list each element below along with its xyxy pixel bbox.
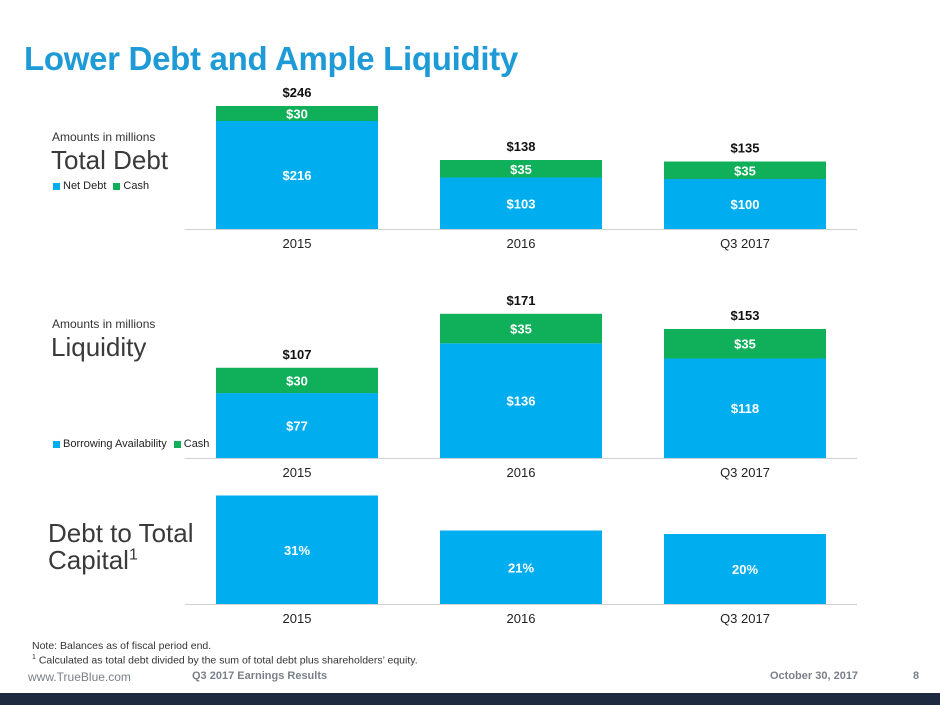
legend-label-net-debt: Net Debt — [63, 180, 107, 192]
tick-label-chart2-1: 2016 — [507, 465, 536, 480]
legend-item-cash: Cash — [113, 180, 149, 192]
tick-label-chart3-2: Q3 2017 — [720, 611, 770, 626]
data-label-chart1-series2-1: $35 — [510, 162, 532, 177]
data-label-chart2-series2-2: $35 — [734, 337, 756, 352]
tick-label-chart2-2: Q3 2017 — [720, 465, 770, 480]
footer-document-title: Q3 2017 Earnings Results — [192, 670, 328, 682]
capital-section-label: Debt to Total Capital1 — [48, 518, 194, 576]
data-label-chart2-series1-1: $136 — [507, 394, 536, 409]
capital-footnote-marker: 1 — [128, 546, 138, 564]
debt-amounts-note: Amounts in millions — [52, 130, 156, 144]
liquidity-amounts-note: Amounts in millions — [52, 317, 156, 331]
bar-chart2-series1-1 — [440, 343, 602, 458]
legend-swatch-liquidity-cash — [173, 440, 181, 448]
bar-chart2-series2-2 — [664, 328, 826, 359]
bar-chart1-series2-0 — [216, 106, 378, 121]
legend-label-liquidity-cash: Cash — [183, 438, 210, 450]
liquidity-legend: Borrowing Availability Cash — [53, 438, 209, 450]
bar-chart2-series1-2 — [664, 358, 826, 458]
bar-chart1-series2-1 — [440, 160, 602, 178]
total-label-chart2-0: $107 — [283, 347, 312, 362]
capital-label-line2: Capital — [48, 545, 129, 576]
bar-chart3-series1-1 — [440, 530, 602, 604]
legend-swatch-borrowing — [53, 440, 60, 448]
bar-chart3-series1-0 — [216, 495, 378, 604]
note-line-2-text: Calculated as total debt divided by the … — [35, 654, 418, 667]
total-label-chart1-0: $246 — [283, 85, 312, 100]
data-label-chart2-series2-1: $35 — [510, 322, 532, 337]
total-label-chart2-2: $153 — [731, 308, 760, 323]
bar-chart3-series1-2 — [664, 534, 826, 604]
data-label-chart3-series1-0: 31% — [284, 543, 310, 558]
bar-chart1-series1-2 — [664, 179, 826, 229]
data-label-chart1-series2-0: $30 — [286, 107, 308, 122]
data-label-chart3-series1-1: 21% — [508, 560, 534, 575]
total-label-chart1-2: $135 — [731, 141, 760, 156]
data-label-chart1-series1-1: $103 — [507, 196, 536, 211]
slide-title: Lower Debt and Ample Liquidity — [24, 40, 518, 77]
data-label-chart1-series1-0: $216 — [283, 168, 312, 183]
charts-canvas: $216 $30 $246 2015 $103 $35 $138 2016 $100 $35 $13… — [185, 85, 857, 626]
total-label-chart1-1: $138 — [507, 139, 536, 154]
bar-chart2-series1-0 — [216, 393, 378, 458]
debt-legend: Net Debt Cash — [53, 180, 149, 192]
bar-chart1-series1-1 — [440, 177, 602, 229]
data-label-chart2-series1-0: $77 — [286, 419, 308, 434]
tick-label-chart1-1: 2016 — [507, 236, 536, 251]
footer-band — [0, 693, 940, 705]
bar-chart2-series2-0 — [216, 367, 378, 394]
total-label-chart2-1: $171 — [507, 293, 536, 308]
liquidity-section-label: Liquidity — [51, 332, 147, 362]
legend-label-borrowing: Borrowing Availability — [63, 438, 167, 450]
tick-label-chart2-0: 2015 — [283, 465, 312, 480]
tick-label-chart3-1: 2016 — [507, 611, 536, 626]
bar-chart1-series1-0 — [216, 121, 378, 229]
data-label-chart2-series1-2: $118 — [731, 401, 759, 416]
footer-date: October 30, 2017 — [770, 670, 859, 682]
legend-swatch-cash — [113, 182, 121, 190]
legend-item-liquidity-cash: Cash — [173, 438, 210, 450]
legend-swatch-net-debt — [53, 182, 60, 190]
tick-label-chart3-0: 2015 — [283, 611, 312, 626]
footer-url[interactable]: www.TrueBlue.com — [28, 670, 131, 684]
debt-section-label: Total Debt — [51, 145, 169, 175]
data-label-chart3-series1-2: 20% — [732, 562, 758, 577]
note-line-2: 1 Calculated as total debt divided by th… — [32, 653, 418, 668]
legend-item-borrowing: Borrowing Availability — [53, 438, 167, 450]
tick-label-chart1-2: Q3 2017 — [720, 236, 770, 251]
bar-chart2-series2-1 — [440, 313, 602, 344]
data-label-chart1-series2-2: $35 — [734, 163, 756, 178]
note-line-1: Note: Balances as of fiscal period end. — [32, 640, 212, 652]
footnotes: Note: Balances as of fiscal period end. … — [32, 639, 418, 668]
legend-item-net-debt: Net Debt — [53, 180, 106, 192]
capital-label-line1: Debt to Total — [48, 518, 194, 548]
data-label-chart1-series1-2: $100 — [731, 197, 760, 212]
tick-label-chart1-0: 2015 — [283, 236, 312, 251]
legend-label-cash: Cash — [123, 180, 150, 192]
footer-page-number: 8 — [913, 670, 920, 682]
note-line-2-marker: 1 — [32, 654, 36, 662]
bar-chart1-series2-2 — [664, 161, 826, 179]
data-label-chart2-series2-0: $30 — [286, 373, 308, 388]
